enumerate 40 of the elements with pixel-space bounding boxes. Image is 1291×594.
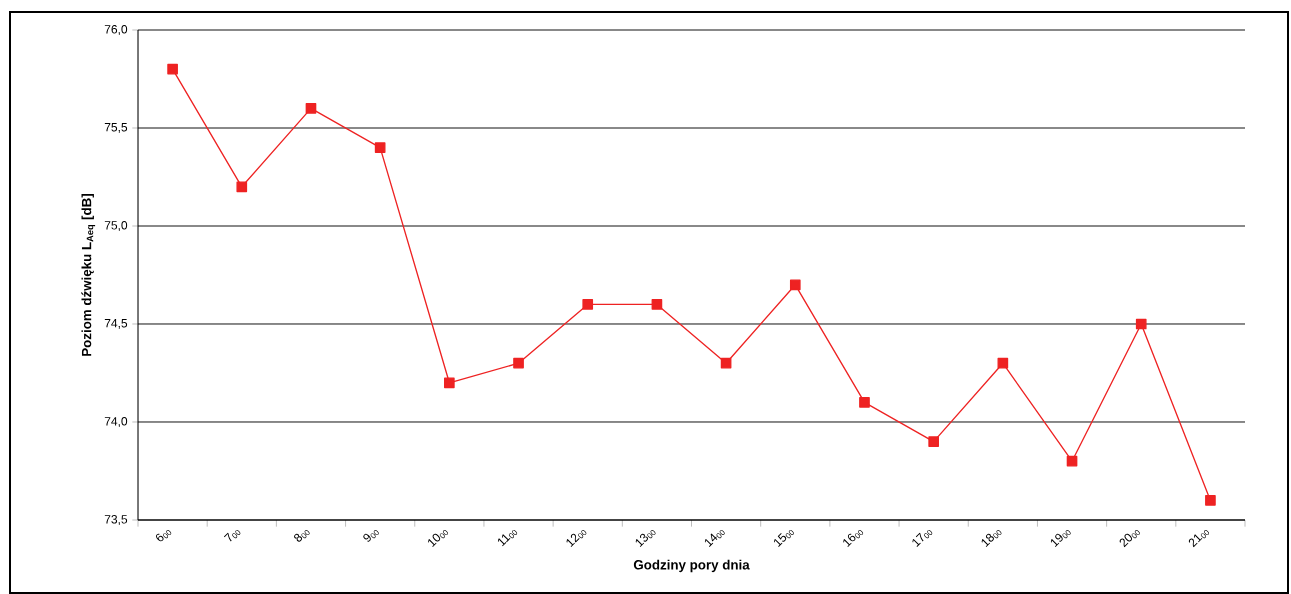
x-tick-label: 15$_{00}$: [774, 529, 794, 547]
y-tick-label: 74,5: [104, 319, 128, 329]
y-tick-label: 75,0: [104, 221, 128, 231]
point: [928, 436, 939, 447]
x-tick-label: 8$_{00}$: [294, 530, 310, 542]
x-tick-label: 13$_{00}$: [635, 530, 656, 547]
point: [651, 299, 663, 310]
point: [859, 397, 870, 408]
x-tick-label: 20$_{00}$: [1119, 530, 1140, 548]
y-tick-label: 75,5: [104, 123, 128, 133]
x-tick-label: 19$_{00}$: [1050, 530, 1071, 547]
point: [582, 299, 594, 310]
point: [1205, 495, 1216, 506]
point: [444, 377, 455, 389]
x-tick-label: 16$_{00}$: [843, 530, 864, 547]
point: [997, 357, 1009, 369]
point: [236, 181, 248, 193]
x-tick-label: 18$_{00}$: [981, 530, 1002, 547]
x-tick-label: 17$_{00}$: [912, 529, 933, 547]
point: [374, 142, 386, 153]
point: [1066, 455, 1078, 467]
point: [789, 279, 801, 291]
point: [1135, 318, 1147, 330]
point: [513, 357, 524, 369]
x-tick-label: 14$_{00}$: [704, 529, 725, 547]
x-tick-label: 21$_{00}$: [1188, 530, 1210, 548]
x-axis-title: Godziny pory dnia: [633, 559, 750, 573]
y-tick-label: 74,0: [104, 417, 128, 427]
point: [167, 63, 178, 75]
x-tick-label: 11$_{00}$: [497, 529, 518, 547]
x-tick-label: 9$_{00}$: [363, 530, 379, 542]
point: [305, 103, 317, 114]
point: [720, 357, 732, 369]
x-tick-label: 10$_{00}$: [428, 530, 448, 547]
x-tick-label: 12$_{00}$: [566, 530, 587, 547]
x-tick-label: 6$_{00}$: [156, 530, 172, 542]
x-tick-label: 7$_{00}$: [223, 529, 241, 542]
y-tick-label: 73,5: [104, 515, 128, 525]
y-axis-title: Poziom dźwięku L$_{Aeq}$ [dB]: [81, 194, 96, 356]
y-tick-label: 76,0: [104, 25, 128, 35]
